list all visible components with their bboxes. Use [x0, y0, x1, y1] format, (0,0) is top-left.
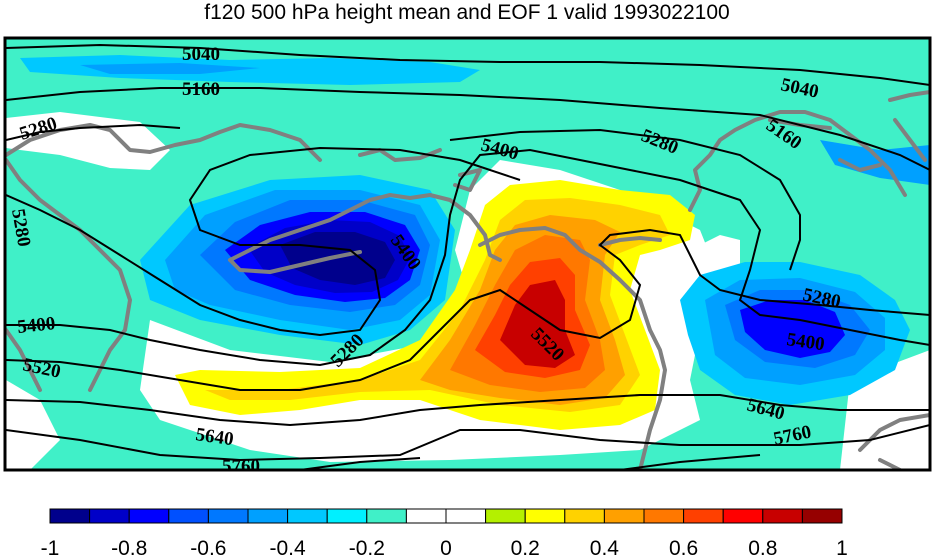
colorbar-tick-label: -0.4 — [270, 537, 307, 558]
colorbar-tick-label: 0.2 — [511, 537, 540, 558]
colorbar-swatch — [524, 508, 566, 524]
height-contours — [6, 43, 930, 470]
colorbar-tick-label: -0.8 — [111, 537, 147, 558]
contour-label-5040: 5040 — [182, 44, 220, 65]
contour-label-5760: 5760 — [222, 456, 260, 477]
map-plot-area: 5040 5160 5040 5160 5280 5280 5400 5280 … — [6, 38, 930, 477]
colorbar-tick-labels: -1 -0.8 -0.6 -0.4 -0.2 0 0.2 0.4 0.6 0.8 1 — [41, 537, 848, 558]
colorbar-swatch — [643, 508, 685, 524]
colorbar-tick-label: -0.2 — [349, 537, 385, 558]
colorbar-tick-label: -0.6 — [190, 537, 226, 558]
colorbar-swatch — [89, 508, 130, 524]
contour-label-5400: 5400 — [785, 329, 826, 355]
colorbar-swatch — [168, 508, 209, 524]
negative-anomaly-east — [20, 55, 930, 405]
colorbar-swatch — [366, 508, 407, 524]
colorbar-swatch — [405, 508, 447, 524]
map-title: f120 500 hPa height mean and EOF 1 valid… — [204, 1, 730, 24]
colorbar-swatch — [801, 508, 843, 524]
colorbar-swatch — [445, 508, 487, 524]
colorbar-tick-label: 1 — [836, 537, 848, 558]
contour-labels: 5040 5160 5040 5160 5280 5280 5400 5280 … — [7, 44, 842, 477]
colorbar-swatch — [564, 508, 605, 524]
colorbar — [49, 508, 843, 524]
negative-anomaly-west — [140, 175, 455, 345]
colorbar-tick-label: 0.4 — [590, 537, 620, 558]
colorbar-swatch — [207, 508, 249, 524]
colorbar-tick-label: 0.8 — [748, 537, 777, 558]
contour-label-5160: 5160 — [182, 79, 220, 100]
contour-label-5400: 5400 — [16, 313, 56, 338]
map-frame — [3, 36, 932, 472]
contour-label-5640: 5640 — [194, 424, 235, 450]
colorbar-tick-label: 0 — [440, 537, 452, 558]
colorbar-tick-label: 0.6 — [669, 537, 698, 558]
colorbar-tick-label: -1 — [41, 537, 60, 558]
colorbar-swatch — [683, 508, 724, 524]
colorbar-swatch — [326, 508, 368, 524]
colorbar-swatch — [287, 508, 328, 524]
colorbar-swatch — [247, 508, 289, 524]
colorbar-swatch — [485, 508, 526, 524]
colorbar-swatch — [762, 508, 803, 524]
colorbar-swatch — [722, 508, 764, 524]
colorbar-swatch — [49, 508, 91, 524]
colorbar-swatch — [128, 508, 170, 524]
colorbar-swatch — [603, 508, 645, 524]
